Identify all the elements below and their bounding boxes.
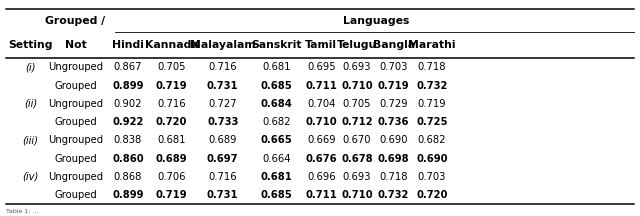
Text: 0.697: 0.697 [207, 154, 239, 164]
Text: Table 1: ...: Table 1: ... [6, 209, 39, 214]
Text: 0.689: 0.689 [209, 135, 237, 145]
Text: 0.867: 0.867 [114, 62, 142, 72]
Text: 0.682: 0.682 [418, 135, 446, 145]
Text: Grouped: Grouped [54, 117, 97, 127]
Text: 0.705: 0.705 [343, 99, 371, 109]
Text: 0.703: 0.703 [418, 172, 446, 182]
Text: 0.681: 0.681 [157, 135, 186, 145]
Text: 0.868: 0.868 [114, 172, 142, 182]
Text: 0.695: 0.695 [307, 62, 335, 72]
Text: Grouped /: Grouped / [45, 16, 106, 25]
Text: 0.710: 0.710 [341, 81, 373, 91]
Text: Malayalam: Malayalam [190, 40, 255, 50]
Text: 0.733: 0.733 [207, 117, 239, 127]
Text: 0.706: 0.706 [157, 172, 186, 182]
Text: (ii): (ii) [24, 99, 37, 109]
Text: Telugu: Telugu [337, 40, 377, 50]
Text: 0.698: 0.698 [378, 154, 410, 164]
Text: 0.685: 0.685 [260, 190, 292, 200]
Text: 0.685: 0.685 [260, 81, 292, 91]
Text: (iii): (iii) [23, 135, 38, 145]
Text: Ungrouped: Ungrouped [48, 99, 103, 109]
Text: 0.690: 0.690 [416, 154, 448, 164]
Text: 0.720: 0.720 [156, 117, 188, 127]
Text: 0.719: 0.719 [156, 190, 188, 200]
Text: 0.718: 0.718 [380, 172, 408, 182]
Text: 0.696: 0.696 [307, 172, 335, 182]
Text: 0.681: 0.681 [262, 62, 291, 72]
Text: Bangla: Bangla [372, 40, 415, 50]
Text: Kannada: Kannada [145, 40, 198, 50]
Text: (i): (i) [26, 62, 36, 72]
Text: 0.665: 0.665 [260, 135, 292, 145]
Text: 0.732: 0.732 [416, 81, 448, 91]
Text: Marathi: Marathi [408, 40, 456, 50]
Text: 0.705: 0.705 [157, 62, 186, 72]
Text: 0.710: 0.710 [341, 190, 373, 200]
Text: 0.731: 0.731 [207, 190, 239, 200]
Text: Not: Not [65, 40, 86, 50]
Text: 0.731: 0.731 [207, 81, 239, 91]
Text: Ungrouped: Ungrouped [48, 135, 103, 145]
Text: 0.711: 0.711 [305, 81, 337, 91]
Text: 0.693: 0.693 [343, 172, 371, 182]
Text: Setting: Setting [8, 40, 53, 50]
Text: 0.725: 0.725 [416, 117, 448, 127]
Text: 0.729: 0.729 [380, 99, 408, 109]
Text: 0.690: 0.690 [380, 135, 408, 145]
Text: 0.732: 0.732 [378, 190, 410, 200]
Text: 0.736: 0.736 [378, 117, 410, 127]
Text: 0.922: 0.922 [112, 117, 144, 127]
Text: 0.716: 0.716 [157, 99, 186, 109]
Text: Sanskrit: Sanskrit [252, 40, 301, 50]
Text: 0.719: 0.719 [418, 99, 446, 109]
Text: Languages: Languages [343, 16, 410, 25]
Text: 0.711: 0.711 [305, 190, 337, 200]
Text: 0.716: 0.716 [209, 172, 237, 182]
Text: 0.682: 0.682 [262, 117, 291, 127]
Text: 0.838: 0.838 [114, 135, 142, 145]
Text: 0.681: 0.681 [260, 172, 292, 182]
Text: 0.716: 0.716 [209, 62, 237, 72]
Text: Ungrouped: Ungrouped [48, 62, 103, 72]
Text: 0.727: 0.727 [209, 99, 237, 109]
Text: 0.860: 0.860 [112, 154, 144, 164]
Text: 0.669: 0.669 [307, 135, 335, 145]
Text: 0.689: 0.689 [156, 154, 188, 164]
Text: 0.664: 0.664 [262, 154, 291, 164]
Text: 0.899: 0.899 [112, 81, 144, 91]
Text: 0.899: 0.899 [112, 190, 144, 200]
Text: 0.712: 0.712 [341, 117, 373, 127]
Text: Tamil: Tamil [305, 40, 337, 50]
Text: 0.676: 0.676 [305, 154, 337, 164]
Text: (iv): (iv) [22, 172, 39, 182]
Text: 0.670: 0.670 [343, 135, 371, 145]
Text: 0.719: 0.719 [378, 81, 410, 91]
Text: 0.693: 0.693 [343, 62, 371, 72]
Text: Grouped: Grouped [54, 190, 97, 200]
Text: 0.678: 0.678 [341, 154, 373, 164]
Text: Ungrouped: Ungrouped [48, 172, 103, 182]
Text: Grouped: Grouped [54, 81, 97, 91]
Text: 0.720: 0.720 [416, 190, 448, 200]
Text: Hindi: Hindi [112, 40, 144, 50]
Text: 0.703: 0.703 [380, 62, 408, 72]
Text: 0.684: 0.684 [260, 99, 292, 109]
Text: 0.704: 0.704 [307, 99, 335, 109]
Text: Grouped: Grouped [54, 154, 97, 164]
Text: 0.719: 0.719 [156, 81, 188, 91]
Text: 0.718: 0.718 [418, 62, 446, 72]
Text: 0.902: 0.902 [114, 99, 142, 109]
Text: 0.710: 0.710 [305, 117, 337, 127]
